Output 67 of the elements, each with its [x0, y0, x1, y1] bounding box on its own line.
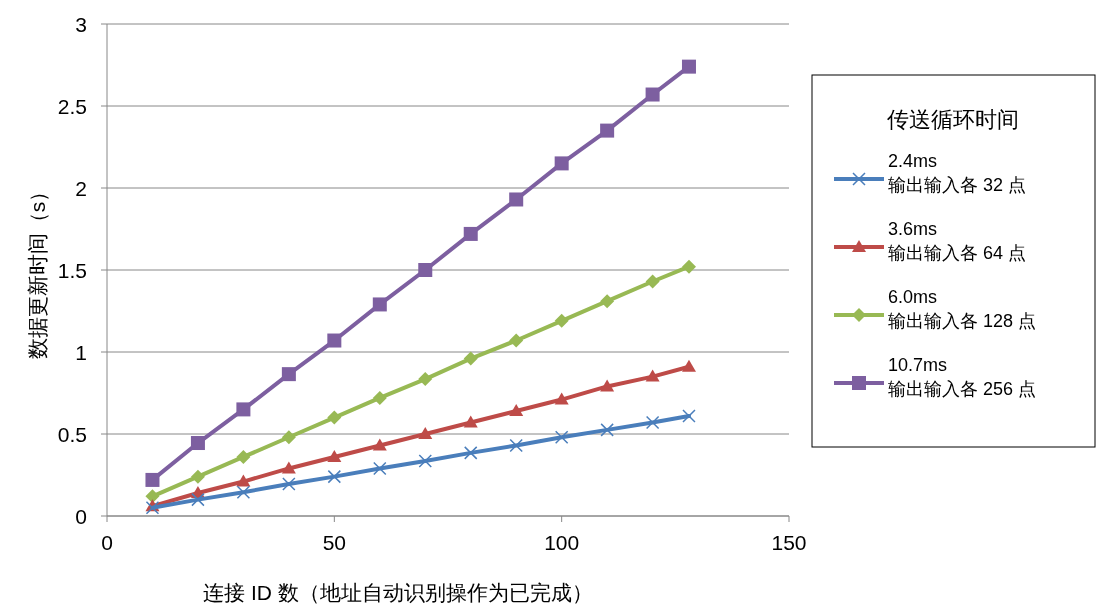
point — [509, 192, 524, 207]
x-tick-label: 100 — [544, 531, 580, 554]
point — [236, 474, 251, 487]
point — [418, 372, 433, 387]
point — [145, 489, 160, 504]
point — [327, 469, 342, 484]
legend-label: 10.7ms 输出输入各 256 点 — [888, 355, 1037, 399]
point — [236, 449, 251, 464]
x-tick-label: 50 — [322, 531, 347, 554]
x-tick-label: 150 — [771, 531, 807, 554]
y-axis-title: 数据更新时间（s） — [26, 180, 49, 360]
x-axis-title: 连接 ID 数（地址自动识别操作为已完成） — [203, 581, 593, 604]
point — [372, 438, 387, 451]
point — [236, 402, 251, 417]
point — [191, 492, 205, 507]
y-tick-label: 2 — [75, 177, 87, 200]
point — [463, 351, 478, 366]
point — [418, 427, 433, 439]
point — [509, 333, 524, 348]
point — [282, 477, 296, 491]
point — [145, 472, 160, 487]
point — [281, 367, 296, 382]
y-tick-label: 0.5 — [57, 423, 87, 446]
point — [681, 59, 696, 74]
legend-label: 6.0ms 输出输入各 128 点 — [888, 287, 1037, 331]
x-tick-label: 0 — [101, 531, 113, 554]
point — [327, 333, 342, 348]
y-tick-label: 1.5 — [57, 259, 87, 282]
point — [463, 226, 478, 241]
y-tick-label: 0 — [75, 505, 87, 528]
point — [463, 446, 478, 460]
point — [327, 410, 342, 425]
point — [281, 461, 296, 474]
y-tick-label: 2.5 — [57, 95, 87, 118]
point — [509, 438, 523, 453]
point — [509, 404, 524, 417]
point — [236, 485, 251, 499]
point — [554, 313, 569, 328]
legend-label: 2.4ms 输出输入各 32 点 — [888, 151, 1027, 195]
point — [645, 274, 660, 289]
y-tick-label: 1 — [75, 341, 87, 364]
point — [190, 469, 205, 484]
point — [281, 430, 296, 445]
point — [418, 454, 433, 468]
point — [554, 156, 569, 171]
point — [600, 294, 615, 309]
point — [645, 87, 660, 102]
point — [682, 409, 696, 423]
point — [554, 430, 569, 445]
point — [418, 263, 433, 277]
point — [645, 415, 660, 430]
point — [373, 461, 387, 476]
point — [372, 297, 387, 312]
point — [463, 415, 478, 428]
point — [372, 390, 387, 405]
point — [645, 369, 660, 382]
legend-title: 传送循环时间 — [887, 107, 1019, 132]
point — [600, 379, 615, 392]
legend-label: 3.6ms 输出输入各 64 点 — [888, 219, 1027, 263]
point — [190, 436, 205, 451]
y-tick-label: 3 — [75, 13, 87, 36]
point — [327, 449, 342, 462]
point — [600, 423, 614, 437]
point — [554, 392, 569, 405]
point — [600, 123, 615, 138]
point — [681, 259, 696, 274]
point — [681, 359, 696, 372]
